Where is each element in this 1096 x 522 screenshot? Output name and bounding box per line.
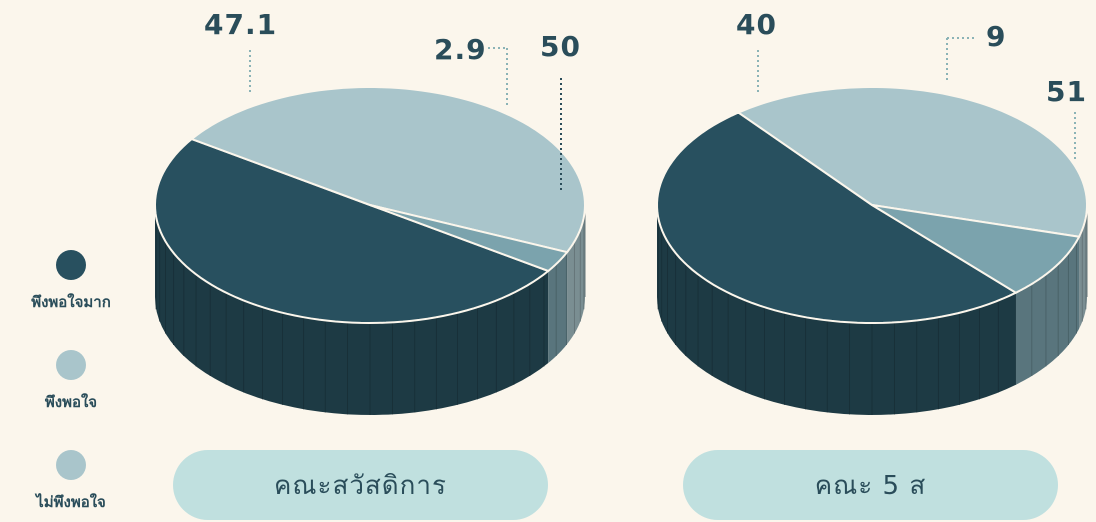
legend-swatch <box>56 250 86 280</box>
pie-side <box>155 205 549 415</box>
pie-slice-พึงพอใจ <box>736 86 1088 238</box>
legend-label: พึงพอใจมาก <box>31 293 111 311</box>
chart-title: คณะสวัสดิการ <box>273 470 447 501</box>
legend-item-satisfied: พึงพอใจ <box>0 350 142 414</box>
chart-title: คณะ 5 ส <box>814 470 927 501</box>
legend-label: ไม่พึงพอใจ <box>36 493 106 511</box>
pie-side <box>548 252 568 363</box>
chart-title-pill: คณะสวัสดิการ <box>173 450 548 520</box>
pie-slice-พึงพอใจมาก <box>153 137 551 325</box>
data-label: 9 <box>986 20 1007 53</box>
legend-swatch <box>56 350 86 380</box>
pie-side <box>657 205 1016 415</box>
pie-slice-ไม่พึงพอใจ <box>871 204 1081 294</box>
legend-item-not-satisfied: ไม่พึงพอใจ <box>0 450 142 514</box>
data-label: 2.9 <box>434 33 487 66</box>
data-label: 50 <box>540 30 581 63</box>
pie-side <box>1079 205 1087 329</box>
pie-slice-ไม่พึงพอใจ <box>369 204 569 273</box>
chart-title-pill: คณะ 5 ส <box>683 450 1058 520</box>
legend-label: พึงพอใจ <box>44 393 98 411</box>
data-label: 47.1 <box>204 8 278 41</box>
pie-slice-พึงพอใจมาก <box>656 111 1018 324</box>
pie-slice-พึงพอใจ <box>189 86 587 254</box>
legend-swatch <box>56 450 86 480</box>
data-label: 51 <box>1046 75 1087 108</box>
data-label: 40 <box>736 8 777 41</box>
legend-item-very-satisfied: พึงพอใจมาก <box>0 250 142 314</box>
